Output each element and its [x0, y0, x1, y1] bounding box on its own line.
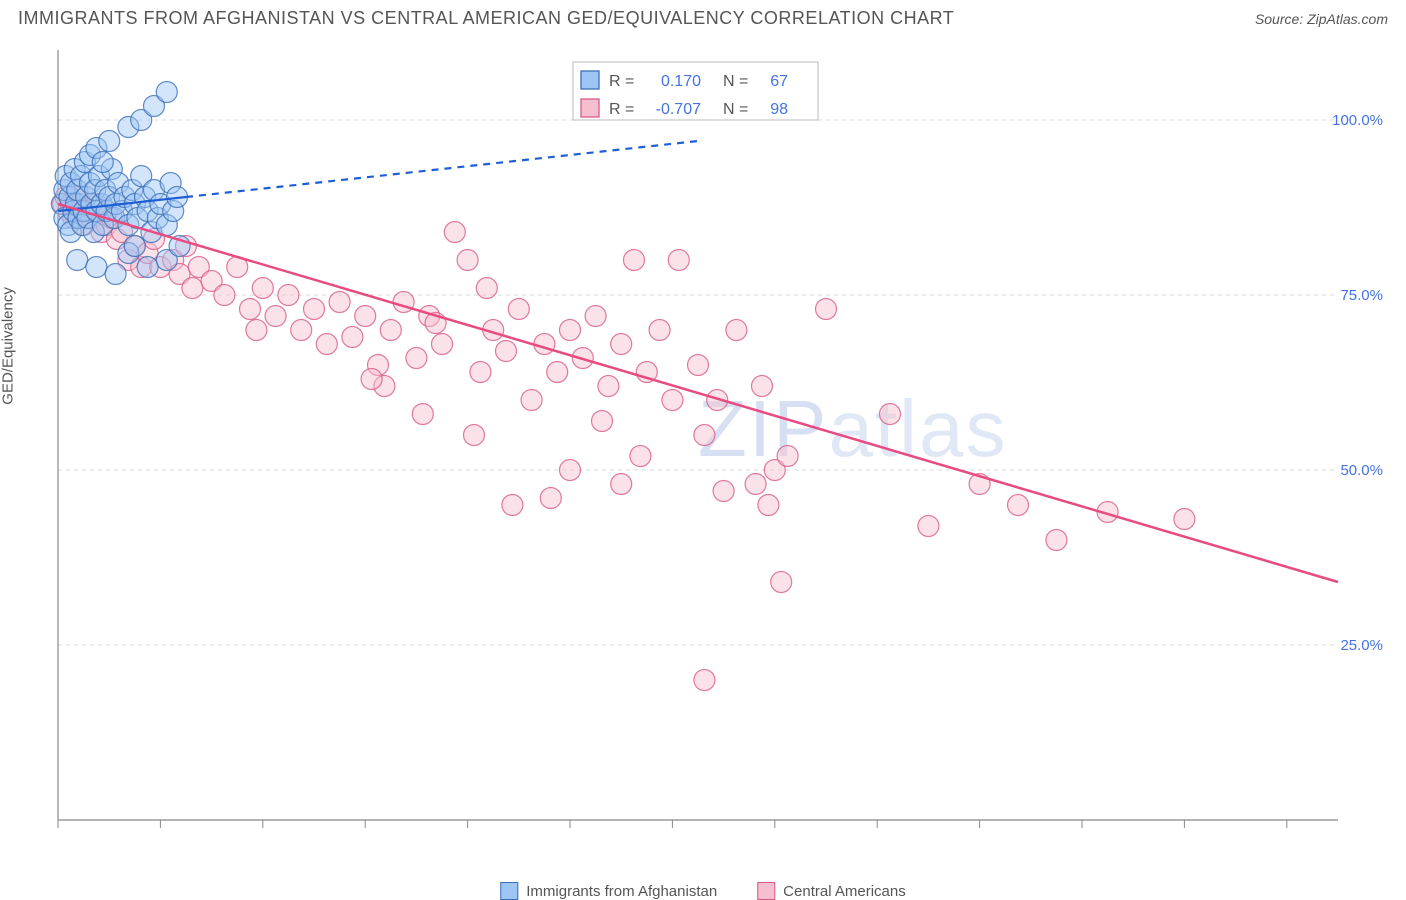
svg-text:50.0%: 50.0%: [1340, 462, 1383, 479]
svg-text:0.170: 0.170: [661, 73, 701, 90]
svg-text:67: 67: [770, 73, 788, 90]
legend-swatch-central: [757, 882, 775, 900]
legend-item-central-americans: Central Americans: [757, 882, 906, 900]
svg-text:-0.707: -0.707: [656, 101, 701, 118]
svg-text:98: 98: [770, 101, 788, 118]
svg-text:N =: N =: [723, 101, 748, 118]
chart-svg: 25.0%50.0%75.0%100.0%0.0%100.0%ZIPatlasR…: [18, 40, 1388, 830]
svg-text:R =: R =: [609, 73, 634, 90]
bottom-legend: Immigrants from Afghanistan Central Amer…: [500, 882, 905, 900]
svg-text:ZIPatlas: ZIPatlas: [698, 384, 1007, 473]
legend-label: Central Americans: [783, 883, 906, 900]
source-attribution: Source: ZipAtlas.com: [1255, 11, 1388, 27]
page-title: IMMIGRANTS FROM AFGHANISTAN VS CENTRAL A…: [18, 8, 954, 29]
svg-text:75.0%: 75.0%: [1340, 287, 1383, 304]
y-axis-label: GED/Equivalency: [0, 287, 17, 405]
svg-text:R =: R =: [609, 101, 634, 118]
legend-item-afghanistan: Immigrants from Afghanistan: [500, 882, 717, 900]
svg-text:25.0%: 25.0%: [1340, 637, 1383, 654]
correlation-chart: GED/Equivalency 25.0%50.0%75.0%100.0%0.0…: [18, 40, 1388, 870]
svg-text:N =: N =: [723, 73, 748, 90]
legend-label: Immigrants from Afghanistan: [526, 883, 717, 900]
svg-text:100.0%: 100.0%: [1332, 112, 1383, 129]
legend-swatch-afghanistan: [500, 882, 518, 900]
